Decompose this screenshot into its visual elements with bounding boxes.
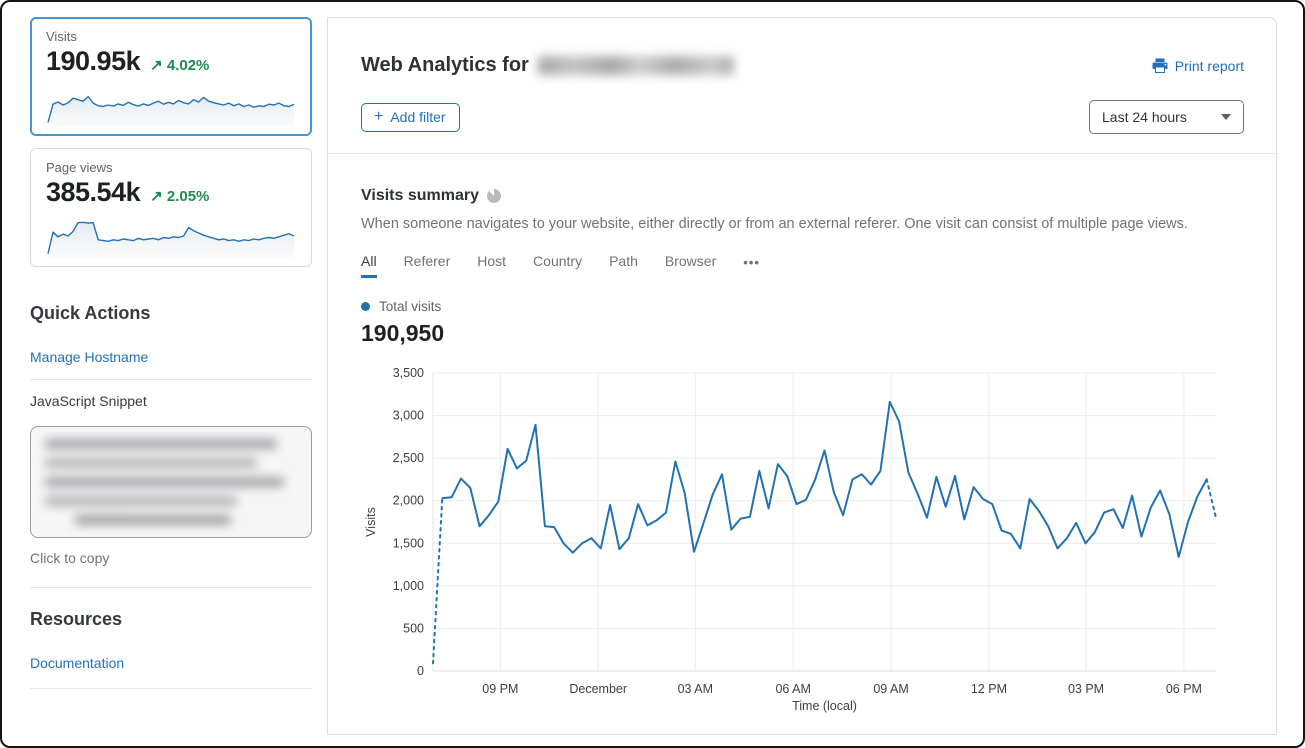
svg-text:2,500: 2,500 — [393, 451, 424, 465]
legend-dot-icon — [361, 302, 370, 311]
svg-text:06 PM: 06 PM — [1166, 682, 1202, 696]
sidebar-divider — [30, 587, 312, 588]
pageviews-sparkline-chart — [47, 221, 295, 257]
sidebar-divider — [30, 688, 312, 689]
more-tabs-icon[interactable]: ••• — [743, 254, 760, 270]
svg-text:December: December — [569, 682, 627, 696]
legend-label: Total visits — [379, 299, 442, 314]
trend-up-icon: ↗ — [150, 57, 163, 74]
visits-summary-heading: Visits summary — [361, 187, 479, 204]
line-chart-canvas[interactable]: 0 500 1,000 1,500 2,000 2,500 3,000 3,500 09 PM D… — [361, 363, 1223, 715]
tab-referer[interactable]: Referer — [403, 253, 451, 269]
chart-legend: Total visits — [361, 299, 1243, 314]
pageviews-card-delta: ↗ 2.05% — [150, 188, 210, 205]
svg-text:09 PM: 09 PM — [482, 682, 518, 696]
svg-text:3,500: 3,500 — [393, 366, 424, 380]
pageviews-metric-card[interactable]: Page views 385.54k ↗ 2.05% — [30, 148, 312, 267]
click-to-copy-hint: Click to copy — [30, 550, 110, 566]
tab-host[interactable]: Host — [477, 253, 507, 269]
manage-hostname-link[interactable]: Manage Hostname — [30, 349, 149, 365]
svg-text:03 PM: 03 PM — [1068, 682, 1104, 696]
visits-card-delta: ↗ 4.02% — [150, 57, 210, 74]
svg-text:09 AM: 09 AM — [873, 682, 908, 696]
svg-text:0: 0 — [417, 664, 424, 678]
visits-summary-description: When someone navigates to your website, … — [361, 216, 1188, 232]
tab-all[interactable]: All — [361, 253, 377, 278]
svg-text:3,000: 3,000 — [393, 409, 424, 423]
javascript-snippet-label: JavaScript Snippet — [30, 393, 147, 409]
blurred-code-content — [45, 439, 297, 534]
trend-up-icon: ↗ — [150, 188, 163, 205]
time-range-dropdown[interactable]: Last 24 hours — [1089, 100, 1244, 134]
resources-heading: Resources — [30, 609, 123, 629]
add-filter-button[interactable]: + Add filter — [361, 102, 460, 132]
total-visits-value: 190,950 — [361, 320, 445, 346]
add-filter-label: Add filter — [390, 108, 446, 125]
chevron-down-icon — [1221, 114, 1231, 120]
tab-browser[interactable]: Browser — [664, 253, 717, 269]
plus-icon: + — [374, 107, 384, 125]
visits-card-value: 190.95k — [46, 46, 141, 76]
javascript-snippet-code-box[interactable] — [30, 426, 312, 538]
svg-text:06 AM: 06 AM — [775, 682, 810, 696]
main-header: Web Analytics for Print report + Ad — [328, 18, 1276, 154]
svg-text:1,000: 1,000 — [393, 579, 424, 593]
svg-text:Time (local): Time (local) — [792, 699, 857, 713]
documentation-link[interactable]: Documentation — [30, 655, 125, 671]
svg-text:2,000: 2,000 — [393, 494, 424, 508]
svg-text:500: 500 — [403, 621, 424, 635]
visits-card-label: Visits — [46, 29, 77, 44]
pageviews-card-label: Page views — [46, 160, 113, 175]
svg-text:03 AM: 03 AM — [678, 682, 713, 696]
sidebar: Visits 190.95k ↗ 4.02% Page views 385.54… — [30, 17, 312, 689]
visits-summary-section: Visits summary When someone navigates to… — [328, 154, 1276, 720]
sidebar-divider — [30, 379, 312, 380]
blurred-domain-name — [537, 56, 734, 75]
print-report-button[interactable]: Print report — [1152, 58, 1244, 74]
visits-sparkline-chart — [47, 95, 295, 126]
pie-chart-help-icon[interactable] — [487, 189, 501, 203]
main-panel: Web Analytics for Print report + Ad — [327, 17, 1277, 735]
tab-path[interactable]: Path — [609, 253, 638, 269]
tab-country[interactable]: Country — [533, 253, 583, 269]
svg-text:1,500: 1,500 — [393, 536, 424, 550]
time-range-value: Last 24 hours — [1102, 109, 1187, 125]
visits-line-chart[interactable]: 0 500 1,000 1,500 2,000 2,500 3,000 3,500 09 PM D… — [361, 363, 1243, 720]
page-title: Web Analytics for — [361, 54, 529, 76]
dimension-tabs: All Referer Host Country Path Browser ••• — [361, 253, 1243, 278]
visits-metric-card[interactable]: Visits 190.95k ↗ 4.02% — [30, 17, 312, 136]
pageviews-card-value: 385.54k — [46, 177, 141, 207]
printer-icon — [1152, 58, 1168, 73]
svg-text:Visits: Visits — [364, 507, 378, 537]
quick-actions-heading: Quick Actions — [30, 303, 151, 323]
print-report-label: Print report — [1174, 57, 1244, 74]
svg-text:12 PM: 12 PM — [971, 682, 1007, 696]
